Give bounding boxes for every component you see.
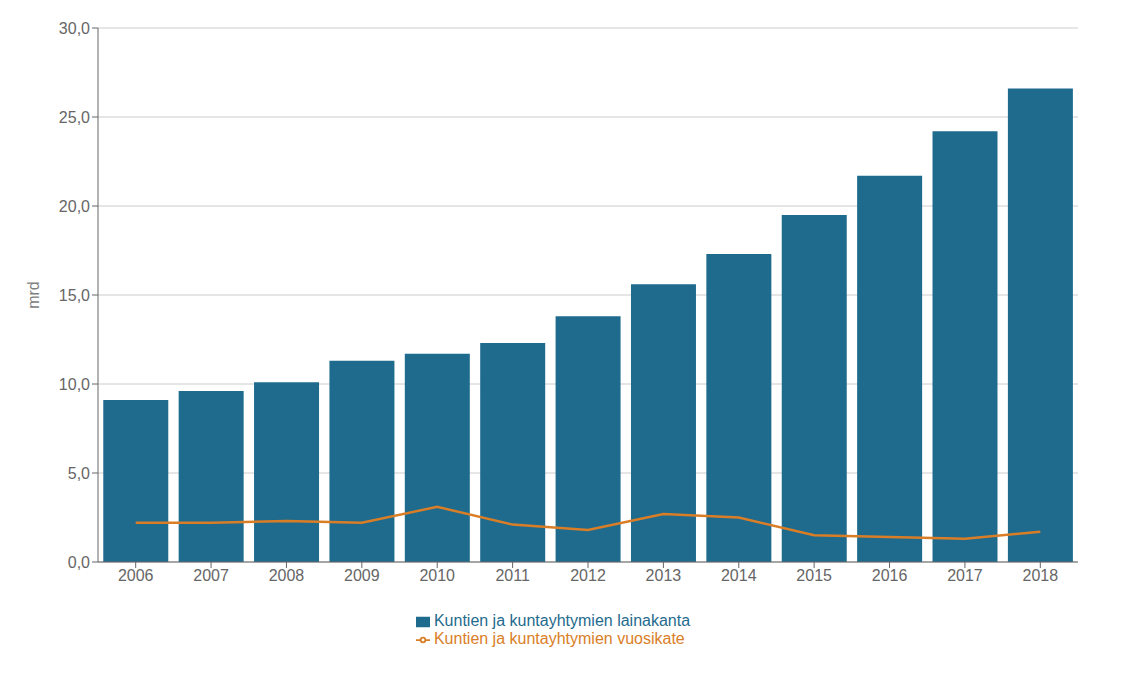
svg-text:5,0: 5,0 [68,465,90,482]
svg-text:20,0: 20,0 [59,198,90,215]
svg-text:2006: 2006 [118,567,154,584]
svg-text:2013: 2013 [646,567,682,584]
svg-text:30,0: 30,0 [59,20,90,37]
svg-text:2018: 2018 [1023,567,1059,584]
html-text:Kuntien ja kuntayhtymien vuosi: Kuntien ja kuntayhtymien vuosikate [433,630,685,647]
svg-text:2008: 2008 [269,567,305,584]
html-text:Kuntien ja kuntayhtymien laina: Kuntien ja kuntayhtymien lainakanta [433,612,691,629]
svg-text:2011: 2011 [495,567,530,584]
svg-text:2017: 2017 [947,567,983,584]
svg-text:2016: 2016 [872,567,908,584]
svg-text:2010: 2010 [419,567,455,584]
svg-text:25,0: 25,0 [59,109,90,126]
svg-text:2015: 2015 [796,567,832,584]
svg-text:15,0: 15,0 [59,287,90,304]
svg-text:2007: 2007 [193,567,229,584]
svg-text:10,0: 10,0 [59,376,90,393]
svg-text:2012: 2012 [570,567,606,584]
svg-text:mrd: mrd [25,281,42,309]
svg-text:2014: 2014 [721,567,757,584]
svg-text:0,0: 0,0 [68,554,90,571]
svg-text:2009: 2009 [344,567,380,584]
